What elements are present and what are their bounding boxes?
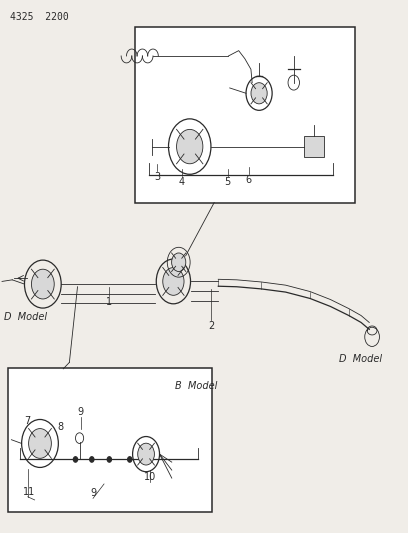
Text: 5: 5 bbox=[224, 177, 231, 187]
Circle shape bbox=[128, 457, 132, 462]
Circle shape bbox=[31, 269, 54, 299]
Circle shape bbox=[163, 268, 184, 295]
Text: 3: 3 bbox=[154, 172, 160, 182]
Bar bbox=[304, 136, 324, 157]
Circle shape bbox=[172, 253, 186, 271]
Circle shape bbox=[73, 457, 78, 462]
Circle shape bbox=[177, 130, 203, 164]
Text: 4: 4 bbox=[178, 177, 185, 187]
Text: 4325  2200: 4325 2200 bbox=[10, 12, 69, 22]
Circle shape bbox=[90, 457, 94, 462]
Text: 10: 10 bbox=[144, 472, 156, 482]
Text: D  Model: D Model bbox=[339, 354, 382, 365]
Circle shape bbox=[107, 457, 111, 462]
Text: D  Model: D Model bbox=[4, 312, 47, 322]
Circle shape bbox=[138, 443, 154, 465]
Bar bbox=[135, 27, 355, 203]
Text: 7: 7 bbox=[24, 416, 31, 426]
Text: 9: 9 bbox=[78, 407, 84, 417]
Text: 8: 8 bbox=[57, 422, 64, 432]
Text: 1: 1 bbox=[106, 297, 113, 307]
Text: 11: 11 bbox=[23, 487, 35, 497]
Text: 2: 2 bbox=[208, 321, 215, 331]
Text: 9: 9 bbox=[90, 488, 96, 498]
Bar bbox=[8, 368, 212, 512]
Text: B  Model: B Model bbox=[175, 381, 218, 391]
Text: 6: 6 bbox=[246, 175, 252, 185]
Circle shape bbox=[29, 429, 51, 458]
Circle shape bbox=[251, 83, 267, 104]
